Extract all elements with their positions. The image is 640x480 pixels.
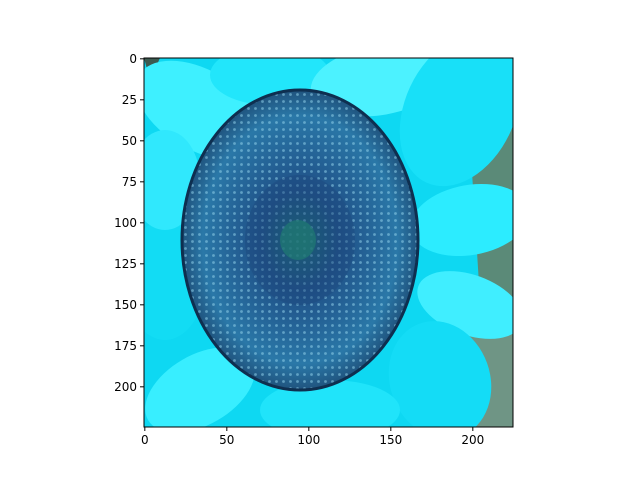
x-tick-label: 100 [297,433,320,447]
x-tick-label: 50 [219,433,234,447]
y-tick-label: 150 [114,298,137,312]
y-tick-label: 75 [122,175,137,189]
y-tick-label: 175 [114,339,137,353]
x-tick-label: 150 [379,433,402,447]
y-tick-label: 50 [122,134,137,148]
sunflower-image [144,58,513,427]
y-axis: 0 25 50 75 100 125 150 175 200 [114,52,144,394]
y-tick-label: 0 [129,52,137,66]
x-axis: 0 50 100 150 200 [141,427,484,447]
x-tick-label: 0 [141,433,149,447]
y-tick-label: 200 [114,380,137,394]
axes-frame [143,57,514,428]
y-tick-label: 125 [114,257,137,271]
x-tick-label: 200 [461,433,484,447]
y-tick-label: 25 [122,93,137,107]
y-tick-label: 100 [114,216,137,230]
